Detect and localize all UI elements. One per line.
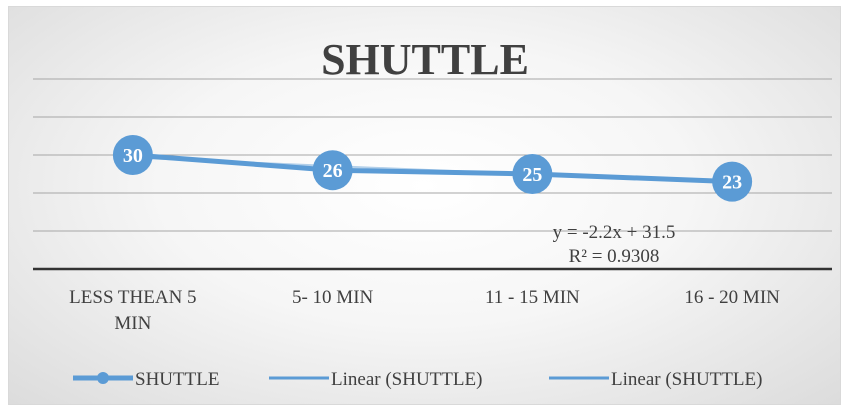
legend-entry: Linear (SHUTTLE) (611, 369, 762, 390)
data-label: 30 (123, 145, 143, 167)
data-label: 26 (323, 160, 343, 182)
trendline-equation: y = -2.2x + 31.5 (553, 222, 676, 243)
data-label: 23 (722, 172, 742, 194)
legend-marker-icon (97, 372, 109, 384)
trendline-r-squared: R² = 0.9308 (569, 246, 660, 267)
data-point-marker (512, 154, 553, 194)
data-point-marker (712, 161, 753, 202)
chart-title: SHUTTLE (321, 35, 529, 84)
legend-entry: Linear (SHUTTLE) (331, 369, 482, 390)
legend-entry: SHUTTLE (135, 369, 219, 390)
data-point-marker (112, 135, 153, 175)
gridlines (33, 78, 832, 232)
chart-svg: SHUTTLE 30 26 25 23 y = -2.2x + 31.5 R² = 0… (33, 35, 832, 390)
markers-layer: 30 26 25 23 (112, 135, 753, 202)
category-label: 16 - 20 MIN (684, 287, 780, 308)
category-label: 11 - 15 MIN (485, 287, 580, 308)
legend: SHUTTLE Linear (SHUTTLE) Linear (SHUTTLE) (73, 369, 762, 390)
series-line-shuttle (130, 152, 735, 185)
category-labels: LESS THEAN 5 MIN 5- 10 MIN 11 - 15 MIN 16 - … (69, 287, 780, 334)
data-point-marker (312, 150, 353, 191)
data-label: 25 (522, 164, 542, 186)
chart-frame: SHUTTLE 30 26 25 23 y = -2.2x + 31.5 R² = 0… (8, 6, 841, 405)
category-label: 5- 10 MIN (292, 287, 374, 308)
category-label: LESS THEAN 5 MIN (69, 287, 196, 334)
series-layer (130, 152, 735, 185)
